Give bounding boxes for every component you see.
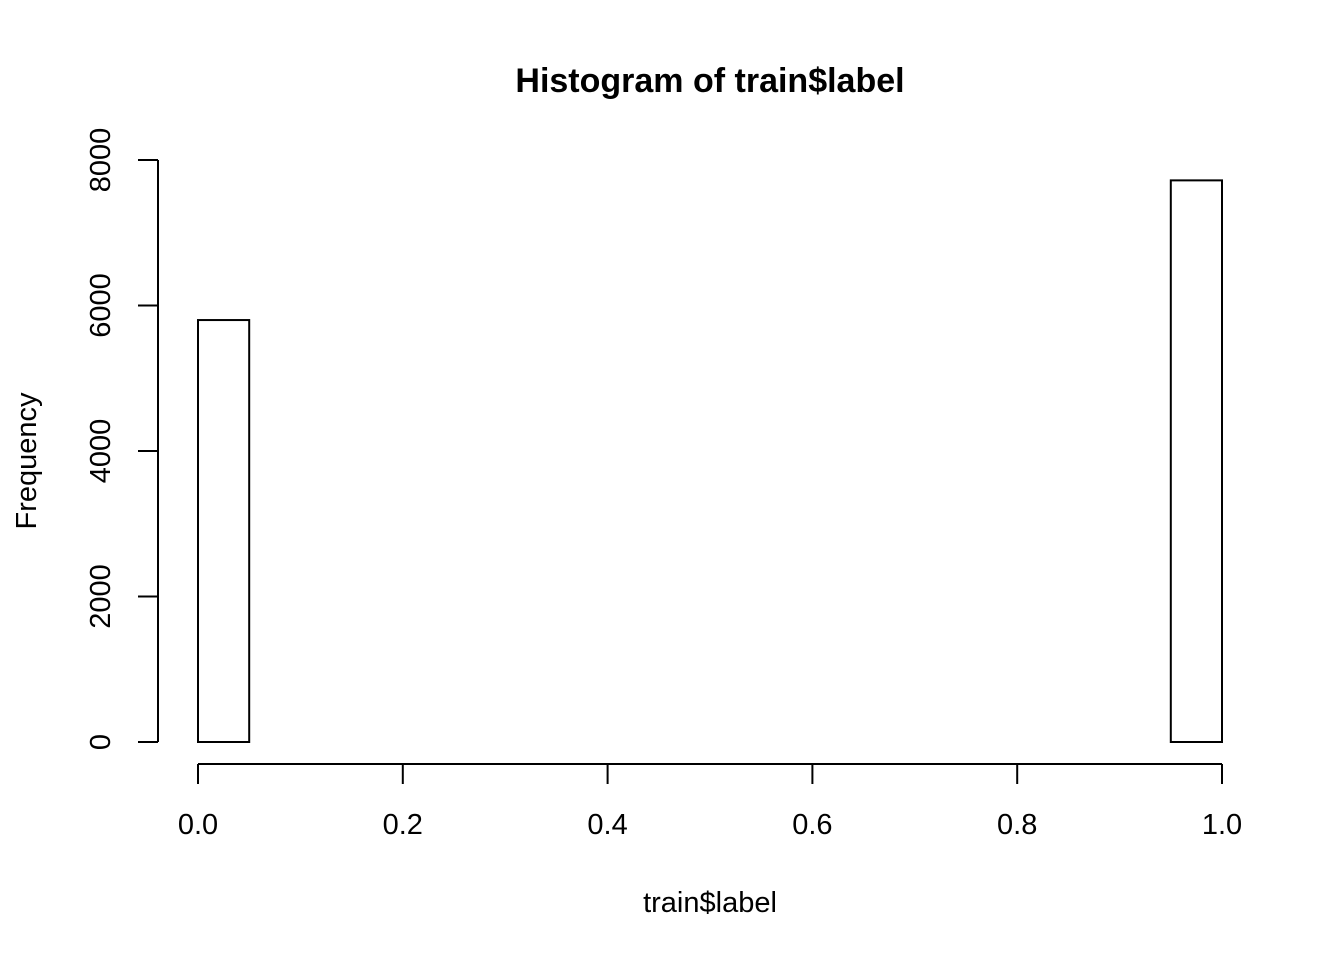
y-tick-label: 4000: [85, 419, 117, 484]
y-tick-label: 0: [85, 734, 117, 750]
y-axis-label: Frequency: [11, 392, 43, 530]
x-tick-label: 0.8: [997, 809, 1037, 841]
y-tick-label: 6000: [85, 273, 117, 338]
histogram-bar-19: [1169, 179, 1224, 743]
y-axis: 0 2000 4000 6000 8000: [85, 128, 159, 750]
x-tick-label: 0.0: [178, 809, 218, 841]
x-tick-label: 0.6: [792, 809, 832, 841]
y-tick-label: 2000: [85, 564, 117, 629]
x-axis-label: train$label: [643, 887, 777, 919]
x-tick-label: 1.0: [1202, 809, 1242, 841]
bars-group: [197, 179, 1224, 743]
x-axis: 0.0 0.2 0.4 0.6 0.8 1.0: [178, 763, 1242, 841]
x-tick-label: 0.4: [587, 809, 627, 841]
y-tick-label: 8000: [85, 128, 117, 193]
chart-title: Histogram of train$label: [515, 62, 904, 100]
histogram-bar-0: [197, 319, 251, 743]
x-tick-label: 0.2: [383, 809, 423, 841]
